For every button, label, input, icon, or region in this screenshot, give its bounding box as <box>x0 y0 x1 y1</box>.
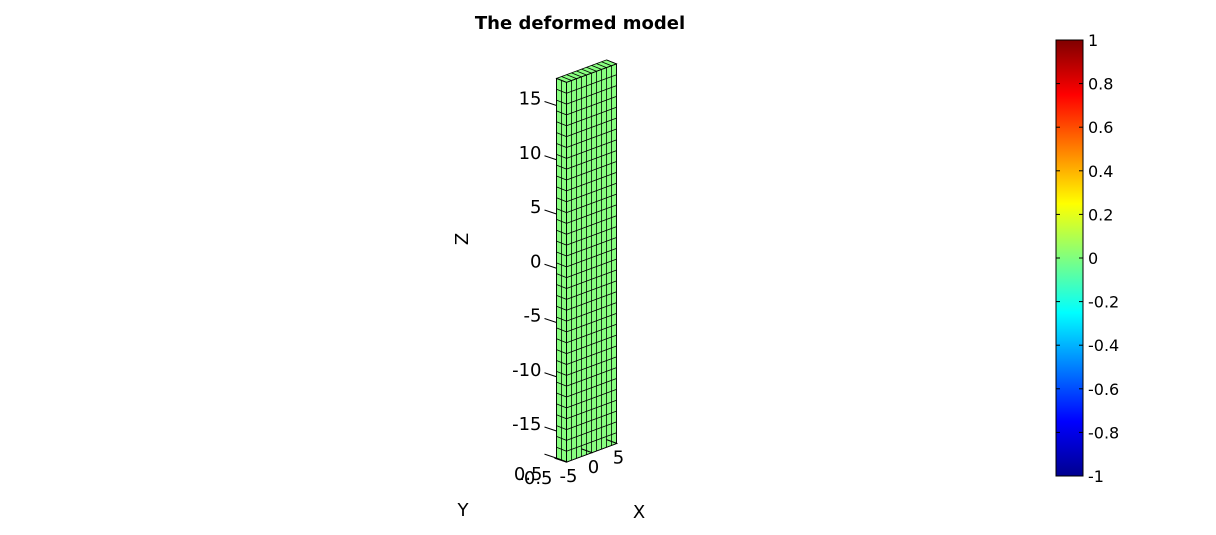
colorbar-tick-label: -0.8 <box>1088 423 1119 442</box>
colorbar-ticks: 1 0.8 0.6 0.4 0.2 0 -0.2 -0.4 -0.6 -0.8 -1 <box>1056 31 1119 486</box>
colorbar-tick-label: 0.2 <box>1088 205 1113 224</box>
z-tick <box>544 263 557 269</box>
x-tick-label: 5 <box>613 448 624 469</box>
z-axis: -15 -10 -5 0 5 10 15 <box>512 78 557 459</box>
colorbar-tick-label: -1 <box>1088 467 1104 486</box>
z-tick-label: 5 <box>530 197 541 218</box>
z-axis-label: Z <box>452 233 473 245</box>
x-axis: -5 0 5 <box>556 439 624 487</box>
z-tick <box>544 426 557 432</box>
y-tick-label: 0.5 <box>514 464 543 485</box>
y-tick <box>544 453 557 459</box>
x-tick-label: -5 <box>560 466 578 487</box>
z-tick-label: 0 <box>530 251 541 272</box>
y-tick <box>554 457 567 463</box>
z-tick <box>544 101 557 106</box>
colorbar-tick-label: -0.4 <box>1088 336 1119 355</box>
z-tick-label: 15 <box>519 89 542 110</box>
colorbar-tick-label: 1 <box>1088 31 1098 50</box>
z-tick-label: -10 <box>512 360 541 381</box>
colorbar-gradient <box>1055 39 1084 477</box>
z-tick-label: 10 <box>519 143 542 164</box>
z-tick <box>544 155 557 161</box>
mesh-grid <box>556 59 617 463</box>
colorbar-tick-label: -0.2 <box>1088 293 1119 312</box>
colorbar-tick-label: 0.8 <box>1088 75 1113 94</box>
z-tick-label: -5 <box>524 306 542 327</box>
chart-title: The deformed model <box>475 13 685 34</box>
x-tick-label: 0 <box>588 457 599 478</box>
y-axis: 0.5-0.5 <box>514 453 567 489</box>
x-tick <box>606 439 618 445</box>
z-tick <box>544 209 557 215</box>
colorbar-tick-label: 0 <box>1088 249 1098 268</box>
x-tick <box>581 448 593 454</box>
colorbar-tick-label: 0.4 <box>1088 162 1113 181</box>
z-tick <box>544 318 557 323</box>
y-tick-label: -0.5 <box>517 468 552 489</box>
colorbar-tick-label: -0.6 <box>1088 380 1119 399</box>
z-tick-label: -15 <box>512 414 541 435</box>
z-tick <box>544 372 557 378</box>
colorbar-tick-label: 0.6 <box>1088 118 1113 137</box>
x-axis-label: X <box>633 502 645 523</box>
y-axis-label: Y <box>457 500 470 521</box>
colorbar: 1 0.8 0.6 0.4 0.2 0 -0.2 -0.4 -0.6 -0.8 -1 <box>1055 31 1119 486</box>
